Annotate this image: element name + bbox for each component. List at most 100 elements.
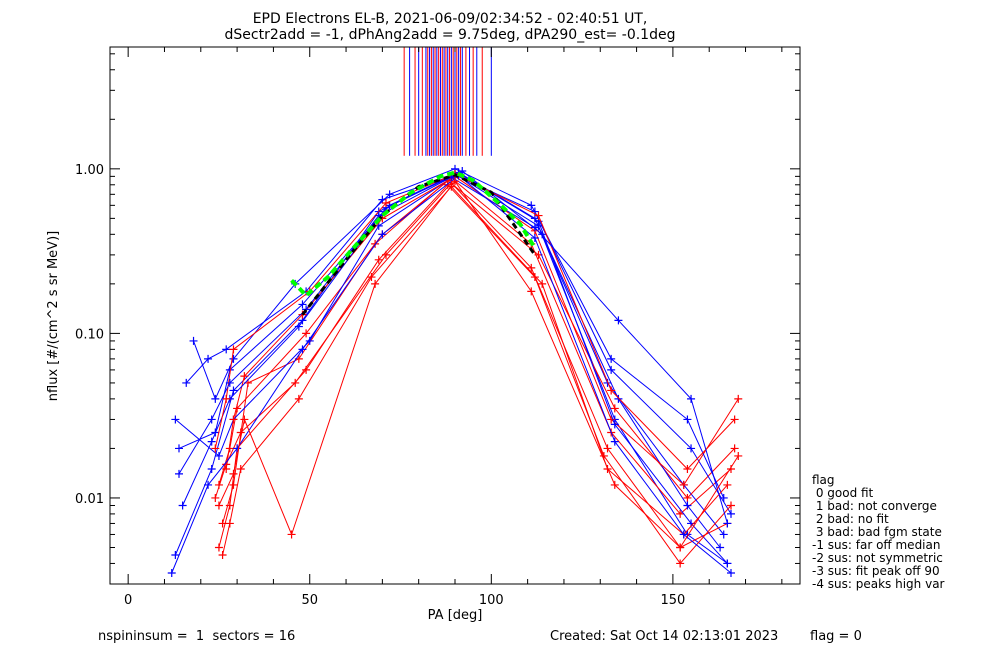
- series-line: [175, 170, 721, 548]
- data-point-marker: [603, 444, 612, 453]
- data-point-marker: [236, 428, 245, 437]
- flag-legend: flag 0 good fit 1 bad: not converge 2 ba…: [812, 473, 945, 591]
- data-point-marker: [178, 501, 187, 510]
- data-point-marker: [687, 444, 696, 453]
- data-point-marker: [211, 493, 220, 502]
- data-point-marker: [530, 233, 539, 242]
- data-point-marker: [719, 530, 728, 539]
- data-point-marker: [225, 378, 234, 387]
- data-point-marker: [451, 177, 459, 186]
- series-line: [218, 180, 739, 549]
- data-point-marker: [233, 444, 242, 453]
- data-point-marker: [679, 530, 688, 539]
- data-point-marker: [189, 336, 198, 345]
- data-point-marker: [527, 201, 536, 210]
- data-point-marker: [530, 273, 539, 282]
- chart-title-line1: EPD Electrons EL-B, 2021-06-09/02:34:52 …: [253, 11, 648, 27]
- series-line: [178, 176, 728, 524]
- data-point-marker: [204, 354, 213, 363]
- data-point-marker: [607, 365, 616, 374]
- data-point-marker: [240, 372, 249, 381]
- data-point-marker: [723, 519, 732, 528]
- legend-title: flag: [812, 473, 835, 487]
- data-point-marker: [527, 263, 536, 272]
- data-point-marker: [530, 223, 539, 232]
- data-point-marker: [679, 480, 688, 489]
- data-point-marker: [683, 415, 692, 424]
- data-point-marker: [294, 322, 303, 331]
- data-point-marker: [378, 195, 387, 204]
- data-point-marker: [683, 501, 692, 510]
- data-point-marker: [229, 386, 238, 395]
- data-point-marker: [211, 394, 220, 403]
- data-point-marker: [534, 211, 543, 220]
- x-tick-label: 0: [124, 593, 132, 608]
- data-point-marker: [167, 568, 176, 577]
- legend-item: 2 bad: no fit: [812, 512, 889, 526]
- data-point-marker: [730, 444, 739, 453]
- data-point-marker: [298, 345, 307, 354]
- data-point-marker: [727, 509, 735, 518]
- data-point-marker: [614, 394, 623, 403]
- data-point-marker: [385, 190, 394, 199]
- data-point-marker: [207, 437, 216, 446]
- series-line: [225, 175, 739, 486]
- series-line: [218, 177, 732, 515]
- x-tick-label: 100: [479, 593, 504, 608]
- data-point-marker: [214, 451, 223, 460]
- series-line: [193, 168, 725, 499]
- data-point-marker: [607, 415, 616, 424]
- data-point-marker: [204, 480, 213, 489]
- data-point-marker: [171, 415, 180, 424]
- data-point-marker: [378, 230, 387, 239]
- data-point-marker: [214, 501, 223, 510]
- data-point-marker: [610, 480, 619, 489]
- data-point-marker: [676, 509, 685, 518]
- data-point-marker: [229, 415, 238, 424]
- data-point-marker: [222, 464, 231, 473]
- legend-item: 3 bad: bad fgm state: [812, 525, 942, 539]
- series-line: [222, 185, 728, 556]
- y-tick-label: 0.01: [75, 492, 104, 507]
- axes: 0 50 100 150 0.01 0.10 1.00: [75, 47, 800, 608]
- data-point-marker: [374, 255, 383, 264]
- data-point-marker: [687, 394, 696, 403]
- data-point-marker: [676, 559, 685, 568]
- data-point-marker: [734, 451, 743, 460]
- data-point-marker: [298, 300, 307, 309]
- data-point-marker: [222, 345, 231, 354]
- y-axis-label: nflux [#/(cm^2 s sr MeV)]: [46, 231, 61, 401]
- data-point-marker: [222, 394, 231, 403]
- data-point-marker: [610, 420, 619, 429]
- series-line: [185, 174, 732, 515]
- data-point-marker: [716, 543, 725, 552]
- data-point-marker: [287, 530, 296, 539]
- data-point-marker: [607, 386, 616, 395]
- data-point-marker: [236, 464, 245, 473]
- data-point-marker: [683, 464, 692, 473]
- data-point-marker: [610, 437, 619, 446]
- data-point-marker: [538, 279, 547, 288]
- data-point-marker: [527, 287, 536, 296]
- data-point-marker: [614, 316, 623, 325]
- series-line: [182, 172, 728, 564]
- data-point-marker: [610, 404, 619, 413]
- data-point-marker: [727, 568, 735, 577]
- data-point-marker: [719, 493, 728, 502]
- data-point-marker: [727, 464, 735, 473]
- data-point-marker: [727, 501, 735, 510]
- data-point-marker: [225, 519, 234, 528]
- legend-item: -2 sus: not symmetric: [812, 551, 943, 565]
- data-point-marker: [182, 378, 191, 387]
- data-point-marker: [229, 345, 238, 354]
- data-layer: [167, 47, 743, 577]
- data-point-marker: [207, 415, 216, 424]
- data-point-marker: [367, 273, 376, 282]
- data-point-marker: [218, 551, 227, 560]
- data-point-marker: [371, 279, 380, 288]
- data-point-marker: [302, 329, 311, 338]
- data-point-marker: [175, 444, 183, 453]
- data-point-marker: [302, 365, 311, 374]
- data-point-marker: [443, 180, 452, 189]
